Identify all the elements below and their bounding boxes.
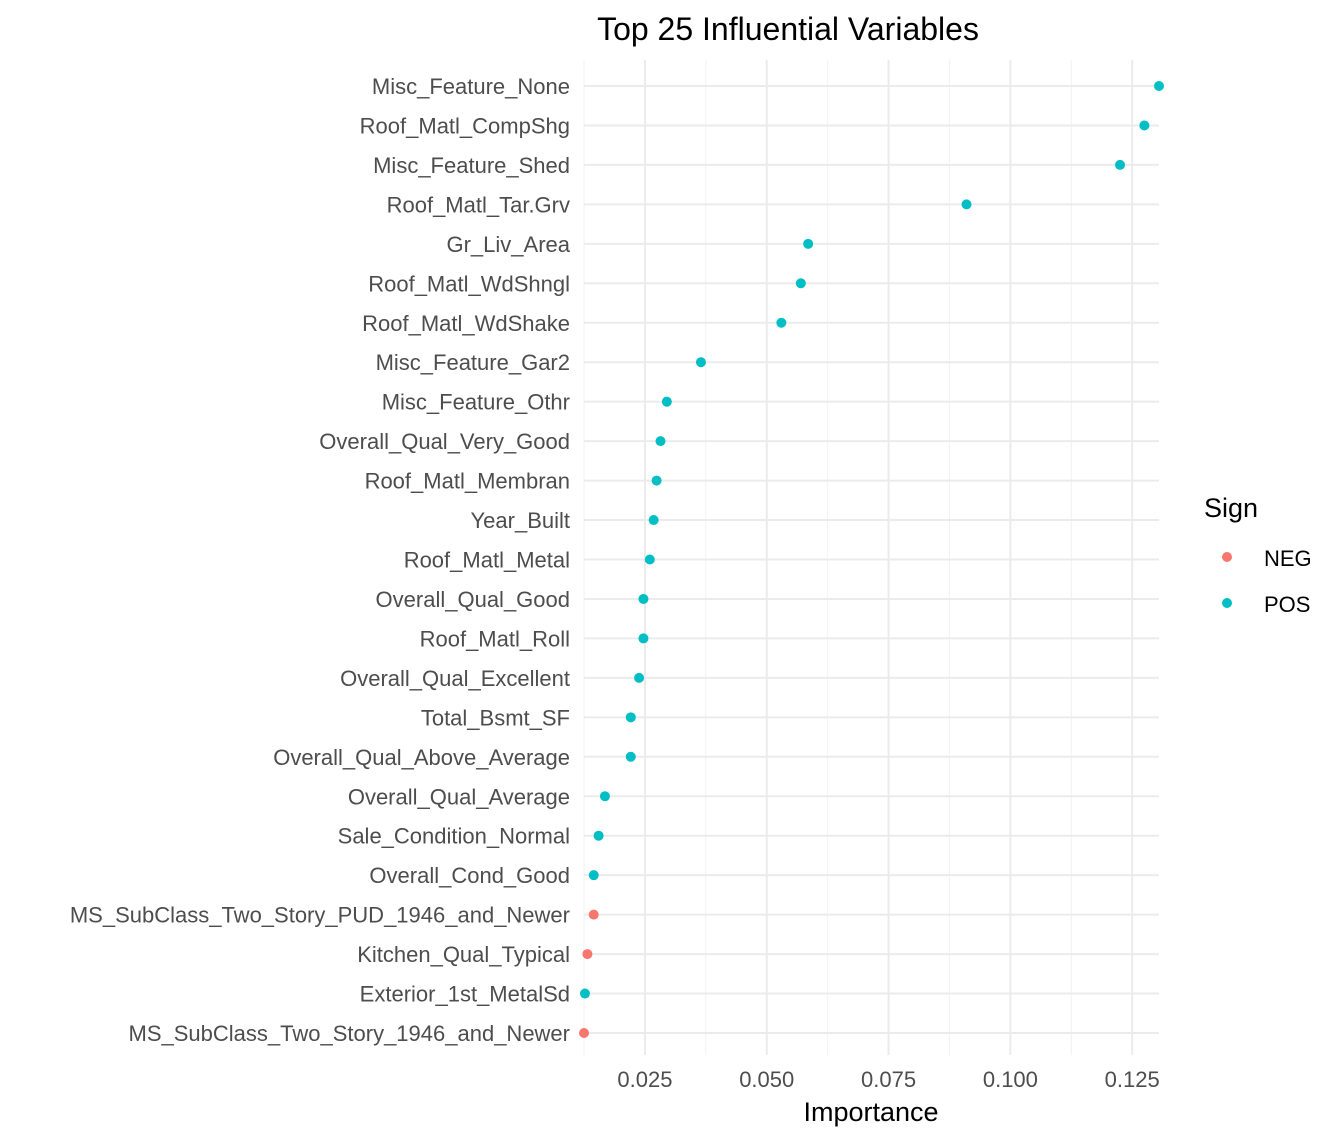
y-tick-label: Roof_Matl_WdShake (362, 311, 570, 336)
y-tick-label: Roof_Matl_Metal (404, 548, 570, 573)
data-point (661, 396, 672, 407)
data-point (651, 475, 662, 486)
data-point (579, 1028, 589, 1038)
data-point (776, 317, 787, 328)
x-tick-label: 0.125 (1105, 1067, 1160, 1092)
y-tick-label: Year_Built (471, 508, 570, 533)
data-point (638, 593, 649, 604)
data-point (961, 199, 972, 210)
y-tick-label: Overall_Qual_Above_Average (273, 745, 570, 770)
y-tick-label: Roof_Matl_Roll (420, 626, 570, 651)
data-point (1154, 81, 1164, 91)
data-point (795, 278, 806, 289)
y-tick-label: Roof_Matl_WdShngl (368, 271, 570, 296)
data-point (655, 436, 666, 447)
legend-pos-label: POS (1264, 592, 1310, 617)
y-tick-label: Overall_Qual_Good (376, 587, 570, 612)
data-point (648, 515, 659, 526)
y-tick-label: MS_SubClass_Two_Story_1946_and_Newer (129, 1021, 570, 1046)
x-tick-label: 0.100 (983, 1067, 1038, 1092)
data-point (582, 949, 593, 960)
y-tick-label: Kitchen_Qual_Typical (357, 942, 570, 967)
data-point (625, 751, 636, 762)
x-tick-label: 0.075 (861, 1067, 916, 1092)
data-point (579, 988, 590, 999)
data-point (599, 791, 610, 802)
legend-neg-marker (1222, 552, 1232, 562)
y-tick-label: Misc_Feature_Othr (382, 390, 570, 415)
grid-layer (583, 60, 1159, 1055)
y-tick-label: MS_SubClass_Two_Story_PUD_1946_and_Newer (70, 903, 570, 928)
y-tick-label: Overall_Cond_Good (369, 863, 570, 888)
y-tick-label: Roof_Matl_Membran (365, 469, 570, 494)
x-tick-label: 0.025 (617, 1067, 672, 1092)
data-point (588, 909, 599, 920)
data-point (593, 830, 604, 841)
x-axis-title: Importance (803, 1097, 938, 1127)
data-point (625, 712, 636, 723)
y-tick-label: Misc_Feature_Gar2 (376, 350, 570, 375)
y-tick-label: Roof_Matl_Tar.Grv (387, 192, 570, 217)
y-tick-label: Roof_Matl_CompShg (360, 113, 570, 138)
y-tick-label: Misc_Feature_Shed (373, 153, 570, 178)
y-tick-label: Misc_Feature_None (372, 74, 570, 99)
data-point (1115, 159, 1126, 170)
y-tick-label: Exterior_1st_MetalSd (360, 982, 570, 1007)
chart-title: Top 25 Influential Variables (597, 11, 979, 47)
y-tick-label: Overall_Qual_Excellent (340, 666, 570, 691)
data-point (634, 672, 645, 683)
data-point (1139, 120, 1150, 131)
x-tick-label: 0.050 (739, 1067, 794, 1092)
data-points (579, 81, 1164, 1038)
data-point (638, 633, 649, 644)
y-axis-labels: Misc_Feature_None Roof_Matl_CompShg Misc_F… (70, 74, 571, 1046)
y-tick-label: Total_Bsmt_SF (421, 705, 570, 730)
legend-pos-marker (1222, 598, 1232, 608)
legend-title: Sign (1204, 493, 1258, 523)
y-tick-label: Sale_Condition_Normal (338, 824, 570, 849)
y-tick-label: Overall_Qual_Average (348, 784, 570, 809)
legend: Sign NEG POS (1204, 493, 1312, 617)
legend-neg-label: NEG (1264, 546, 1312, 571)
y-tick-label: Overall_Qual_Very_Good (319, 429, 570, 454)
x-axis-ticks: 0.025 0.050 0.075 0.100 0.125 (617, 1067, 1159, 1092)
data-point (803, 238, 814, 249)
data-point (695, 357, 706, 368)
data-point (644, 554, 655, 565)
y-tick-label: Gr_Liv_Area (446, 232, 570, 257)
data-point (588, 870, 599, 881)
